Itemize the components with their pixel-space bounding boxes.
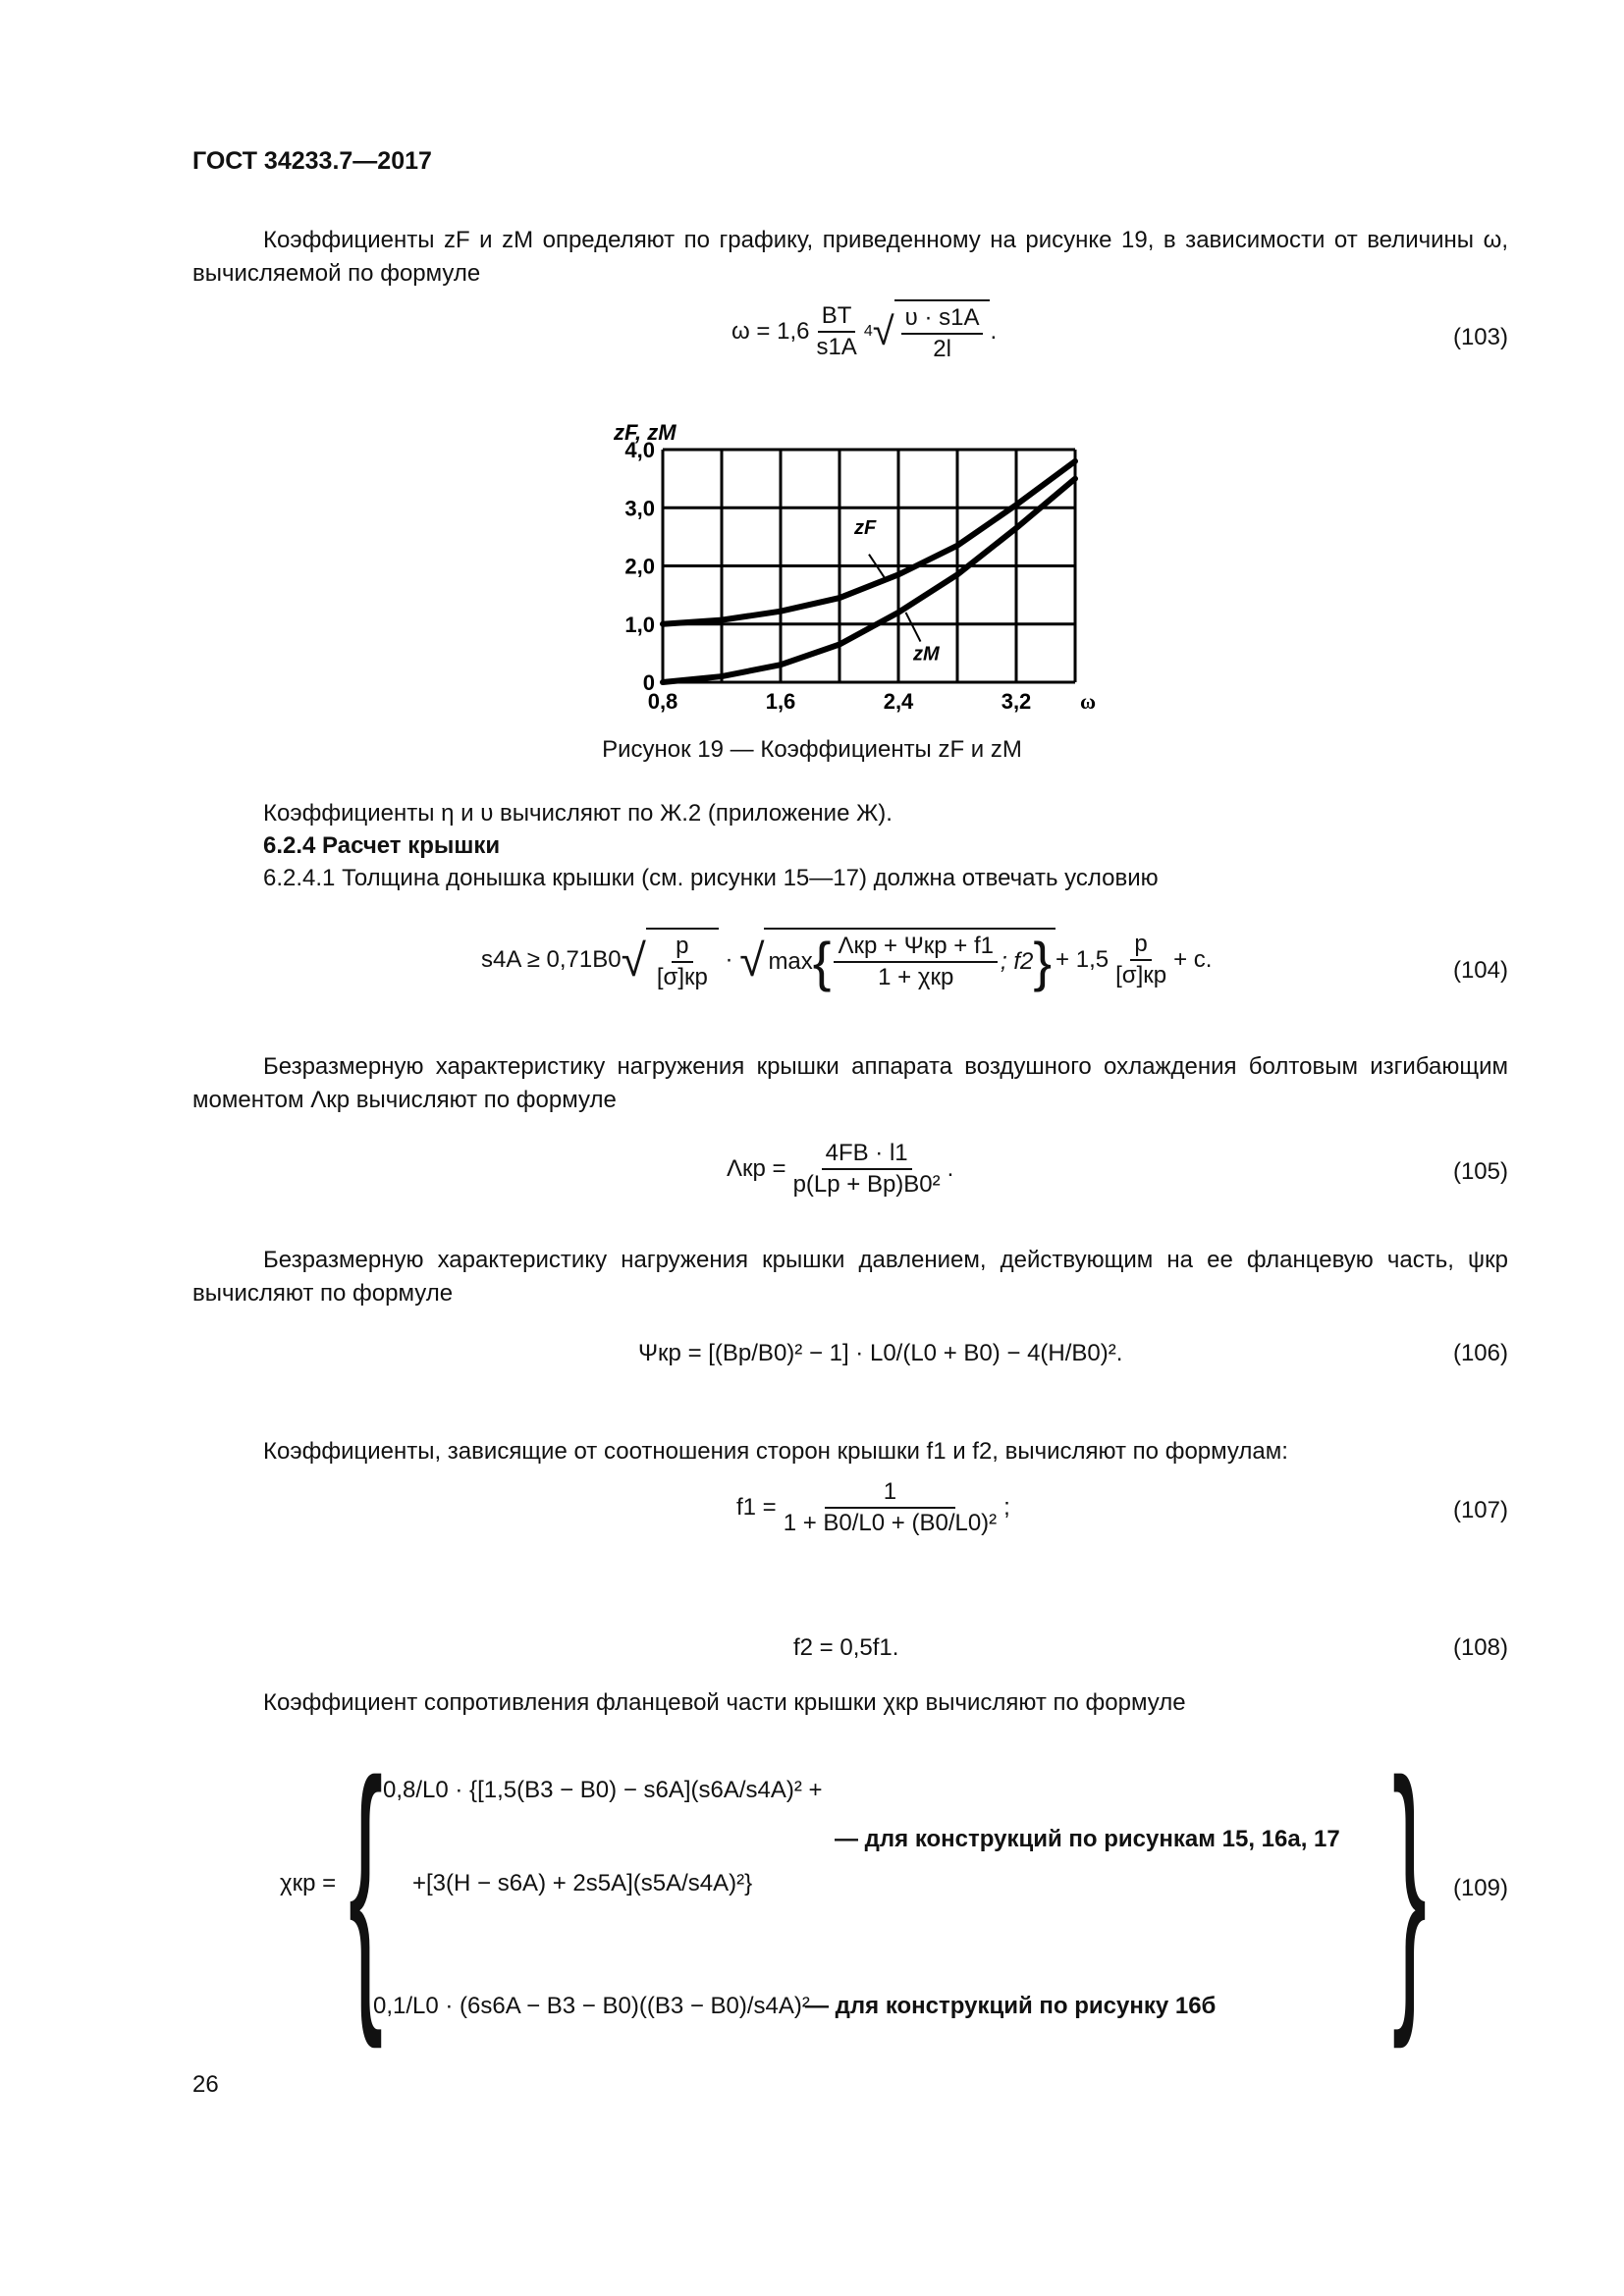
formula-109-condition-2: — для конструкций по рисунку 16б [805, 1993, 1217, 2019]
label-leader-zM [904, 612, 922, 642]
formula-lhs: Λкр = [727, 1155, 786, 1182]
denominator: 1 + B0/L0 + (B0/L0)² [783, 1510, 998, 1536]
x-tick-label: 3,2 [1001, 689, 1032, 714]
formula-lhs: ω = 1,6 [731, 318, 810, 345]
formula-106: Ψкр = [(Bр/B0)² − 1] · L0/(L0 + B0) − 4(… [638, 1340, 1123, 1366]
root-index: 4 [863, 323, 873, 340]
figure-19-chart: 0 1,0 2,0 3,0 4,0 0,8 1,6 2,4 3,2 ω zF, zM zF zM [613, 420, 1096, 714]
x-axis-label: ω [1080, 689, 1096, 714]
denominator: [σ]кр [656, 964, 708, 990]
label-leader-zF [868, 554, 887, 580]
equation-number: (105) [1452, 1158, 1508, 1185]
numerator: 4FB · l1 [821, 1139, 912, 1170]
equation-number: (108) [1452, 1634, 1508, 1661]
numerator: υ · s1A [900, 303, 984, 335]
y-tick-label: 4,0 [624, 438, 655, 462]
document-header: ГОСТ 34233.7—2017 [192, 147, 432, 175]
right-brace: } [1392, 1720, 1428, 2050]
section-heading: 6.2.4 Расчет крышки [263, 832, 501, 859]
term: ; f2 [1000, 948, 1034, 975]
paragraph: 6.2.4.1 Толщина донышка крышки (см. рису… [263, 865, 1159, 891]
paragraph: Коэффициенты zF и zM определяют по графи… [192, 227, 1508, 287]
term: + 1,5 [1056, 946, 1110, 973]
paragraph: Коэффициент сопротивления фланцевой част… [263, 1689, 1186, 1716]
numerator: Λкр + Ψкр + f1 [834, 932, 998, 963]
formula-108: f2 = 0,5f1. [793, 1634, 899, 1661]
formula-109-row2: 0,1/L0 · (6s6A − B3 − B0)((B3 − B0)/s4A)… [373, 1993, 810, 2019]
y-tick-label: 1,0 [624, 613, 655, 637]
denominator: 1 + χкр [878, 964, 954, 990]
y-tick-label: 2,0 [624, 555, 655, 579]
punct: . [947, 1155, 954, 1182]
formula-109-lhs: χкр = [280, 1870, 337, 1896]
numerator: 1 [824, 1477, 956, 1509]
formula-103: ω = 1,6 BТ s1A 4 √ υ · s1A 2l . [731, 299, 997, 364]
series-line-zM [660, 475, 1078, 685]
y-tick-label: 3,0 [624, 496, 655, 520]
equation-number: (104) [1452, 957, 1508, 984]
denominator: p(Lр + Bр)B0² [792, 1171, 941, 1198]
x-tick-label: 0,8 [648, 689, 678, 714]
formula-109-condition-1: — для конструкций по рисункам 15, 16а, 1… [835, 1826, 1340, 1852]
left-brace: { [349, 1720, 384, 2050]
formula-109-row1b: +[3(H − s6A) + 2s5A](s5A/s4A)²} [412, 1870, 753, 1896]
series-line-zF [660, 457, 1078, 627]
equation-number: (109) [1452, 1875, 1508, 1901]
equation-number: (103) [1452, 324, 1508, 350]
formula-lhs: s4A ≥ 0,71B0 [481, 946, 622, 973]
punct: . [990, 318, 998, 345]
formula-109-row1: 0,8/L0 · {[1,5(B3 − B0) − s6A](s6A/s4A)²… [383, 1777, 823, 1803]
formula-lhs: f1 = [736, 1494, 777, 1521]
paragraph: Коэффициенты, зависящие от соотношения с… [263, 1438, 1288, 1465]
equation-number: (106) [1452, 1340, 1508, 1366]
term: + c. [1173, 946, 1213, 973]
page-number: 26 [192, 2071, 219, 2098]
numerator: p [1130, 930, 1152, 961]
paragraph: Коэффициенты η и υ вычисляют по Ж.2 (при… [263, 800, 893, 827]
numerator: p [672, 932, 693, 963]
paragraph: Безразмерную характеристику нагружения к… [192, 1053, 1508, 1113]
x-tick-label: 1,6 [766, 689, 796, 714]
denominator: s1A [816, 334, 857, 360]
series-label-zF: zF [853, 517, 877, 539]
equation-number: (107) [1452, 1497, 1508, 1523]
figure-caption: Рисунок 19 — Коэффициенты zF и zM [602, 736, 1022, 763]
x-tick-label: 2,4 [884, 689, 914, 714]
series-label-zM: zM [912, 643, 941, 665]
formula-104: s4A ≥ 0,71B0 √ p [σ]кр · √ max{ Λкр + Ψкр … [481, 928, 1212, 992]
y-axis-label: zF, zM [613, 420, 677, 445]
paragraph: Безразмерную характеристику нагружения к… [192, 1247, 1508, 1307]
numerator: BТ [817, 301, 856, 333]
formula-105: Λкр = 4FB · l1 p(Lр + Bр)B0² . [727, 1139, 953, 1200]
denominator: [σ]кр [1115, 962, 1167, 988]
denominator: 2l [933, 336, 951, 362]
y-tick-label: 0 [643, 670, 655, 695]
max-operator: max [768, 948, 813, 975]
punct: ; [1003, 1494, 1010, 1521]
